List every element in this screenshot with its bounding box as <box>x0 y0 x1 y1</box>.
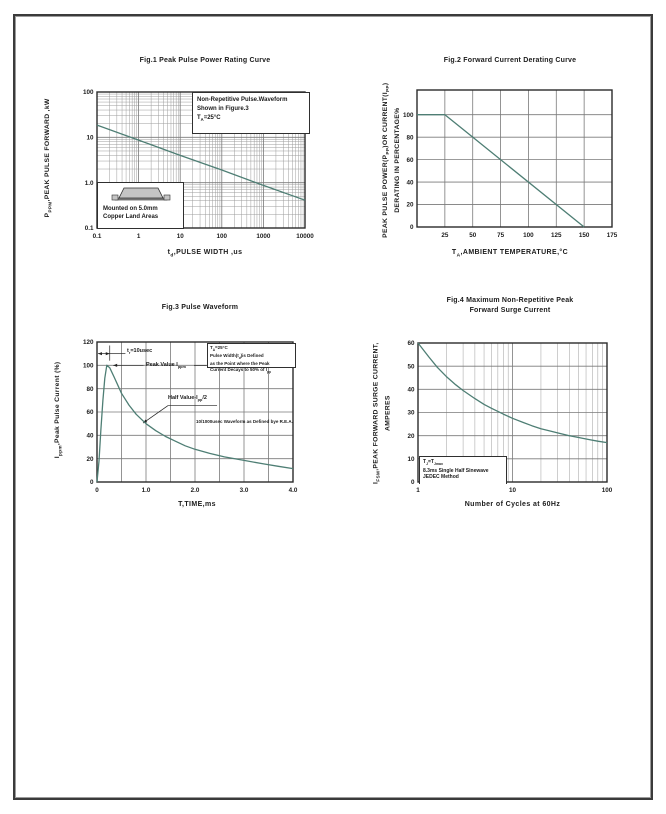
fig3-waveform-definition-label: 10/1000usec Waveform as Defined bye R.E.… <box>196 419 293 424</box>
svg-text:120: 120 <box>83 339 94 346</box>
svg-text:10000: 10000 <box>296 233 314 240</box>
svg-text:40: 40 <box>407 387 415 394</box>
svg-text:0: 0 <box>411 479 415 486</box>
fig3-peak-value-label: Peak Value Ippm <box>146 362 186 370</box>
fig4-y-axis-label-line2: AMPERES <box>384 395 392 432</box>
svg-text:10: 10 <box>407 456 415 463</box>
svg-text:100: 100 <box>83 89 94 96</box>
fig1-note-line: Non-Repetitive Pulse.Waveform <box>197 97 288 103</box>
svg-text:2.0: 2.0 <box>191 487 200 494</box>
fig3-note-box: TA=25°C Pulse Width(td)is Defined as the… <box>207 343 296 374</box>
fig1-y-axis-label: PPPM,PEAK PULSE FORWARD ,kW <box>44 98 54 218</box>
fig4-note-box: TJ=TJmax 8.3ms Single Half Sinewave JEDE… <box>419 456 507 484</box>
fig1-inset-line: Mounted on 5.0mm <box>103 206 158 212</box>
fig1-note-box: Non-Repetitive Pulse.Waveform Shown in F… <box>192 92 310 134</box>
svg-text:50: 50 <box>469 232 477 239</box>
fig1-note-line: TA=25°C <box>197 115 221 123</box>
svg-text:150: 150 <box>579 232 590 239</box>
fig3-note-line: Current Decays to 50% of Ipp <box>210 366 271 374</box>
fig4-title-line2: Forward Surge Current <box>469 307 551 314</box>
fig2-y-axis-label: PEAK PULSE POWER(PPP)OR CURRENT(IPP) DER… <box>382 70 402 250</box>
svg-text:1: 1 <box>416 487 420 494</box>
fig3-rise-time-label: tr=10usec <box>127 348 153 356</box>
svg-text:1000: 1000 <box>256 233 271 240</box>
fig4-note-line: JEDEC Method <box>423 474 459 480</box>
svg-text:60: 60 <box>86 409 94 416</box>
svg-text:80: 80 <box>406 134 414 141</box>
svg-text:3.0: 3.0 <box>240 487 249 494</box>
svg-text:175: 175 <box>607 232 618 239</box>
fig2-y-axis-label-line2: DERATING IN PERCENTAGE% <box>393 107 401 213</box>
svg-text:0: 0 <box>95 487 99 494</box>
fig4-title-line1: Fig.4 Maximum Non-Repetitive Peak <box>446 297 574 304</box>
svg-text:60: 60 <box>407 340 415 347</box>
svg-text:125: 125 <box>551 232 562 239</box>
svg-text:20: 20 <box>406 202 414 209</box>
svg-text:50: 50 <box>407 363 415 370</box>
fig3-title: Fig.3 Pulse Waveform <box>161 304 239 311</box>
fig1-inset-box: Mounted on 5.0mm Copper Land Areas <box>97 182 184 229</box>
svg-text:80: 80 <box>86 386 94 393</box>
fig3-note-line: Pulse Width(td)is Defined <box>210 353 264 361</box>
smd-diode-package-icon <box>111 187 170 201</box>
svg-text:10: 10 <box>86 135 94 142</box>
fig4-note-line: TJ=TJmax <box>423 459 443 466</box>
fig3-half-value-label: Half Value-Ipp/2 <box>168 395 207 403</box>
fig4-y-axis-label-line1: IFSM,PEAK FORWARD SURGE CURRENT, <box>372 342 382 484</box>
svg-text:40: 40 <box>406 179 414 186</box>
fig4-title: Fig.4 Maximum Non-Repetitive Peak Forwar… <box>390 296 630 316</box>
svg-text:1.0: 1.0 <box>142 487 151 494</box>
svg-text:20: 20 <box>407 433 415 440</box>
fig1-x-axis-label: td,PULSE WIDTH ,us <box>167 249 243 259</box>
page-border-frame <box>13 14 653 800</box>
fig1-note-line: Shown in Figure.3 <box>197 106 249 112</box>
svg-text:0.1: 0.1 <box>93 233 102 240</box>
svg-text:100: 100 <box>83 363 94 370</box>
fig3-y-axis-label: Ippm,Peak Pulse Current (%) <box>54 361 64 459</box>
svg-text:100: 100 <box>217 233 228 240</box>
fig3-x-axis-label: T,TIME,ms <box>178 501 216 508</box>
fig1-inset-line: Copper Land Areas <box>103 214 159 220</box>
svg-text:25: 25 <box>441 232 449 239</box>
fig4-y-axis-label: IFSM,PEAK FORWARD SURGE CURRENT, AMPERES <box>372 331 392 496</box>
svg-text:30: 30 <box>407 410 415 417</box>
fig1-title: Fig.1 Peak Pulse Power Rating Curve <box>139 57 271 64</box>
svg-text:10: 10 <box>509 487 517 494</box>
svg-text:4.0: 4.0 <box>289 487 298 494</box>
fig2-x-axis-label: TA,AMBIENT TEMPERATURE,°C <box>451 249 569 259</box>
svg-text:60: 60 <box>406 157 414 164</box>
svg-text:10: 10 <box>177 233 185 240</box>
fig3-note-line: as the Point where the Peak <box>210 361 270 367</box>
svg-text:1: 1 <box>137 233 141 240</box>
fig3-note-line: TA=25°C <box>210 345 228 352</box>
svg-text:40: 40 <box>86 433 94 440</box>
fig2-y-axis-label-line1: PEAK PULSE POWER(PPP)OR CURRENT(IPP) <box>381 82 392 238</box>
fig4-x-axis-label: Number of Cycles at 60Hz <box>464 501 561 508</box>
svg-text:0: 0 <box>90 479 94 486</box>
svg-text:20: 20 <box>86 456 94 463</box>
svg-text:0: 0 <box>410 224 414 231</box>
svg-text:1.0: 1.0 <box>85 180 94 187</box>
svg-text:0.1: 0.1 <box>85 225 94 232</box>
fig4-note-line: 8.3ms Single Half Sinewave <box>423 467 489 474</box>
fig2-title: Fig.2 Forward Current Derating Curve <box>443 57 577 64</box>
svg-text:100: 100 <box>403 112 414 119</box>
fig2-chart: 25 50 75 100 125 150 175 0 20 40 60 80 100 <box>403 89 618 239</box>
svg-text:100: 100 <box>523 232 534 239</box>
svg-text:75: 75 <box>497 232 505 239</box>
svg-text:100: 100 <box>602 487 613 494</box>
